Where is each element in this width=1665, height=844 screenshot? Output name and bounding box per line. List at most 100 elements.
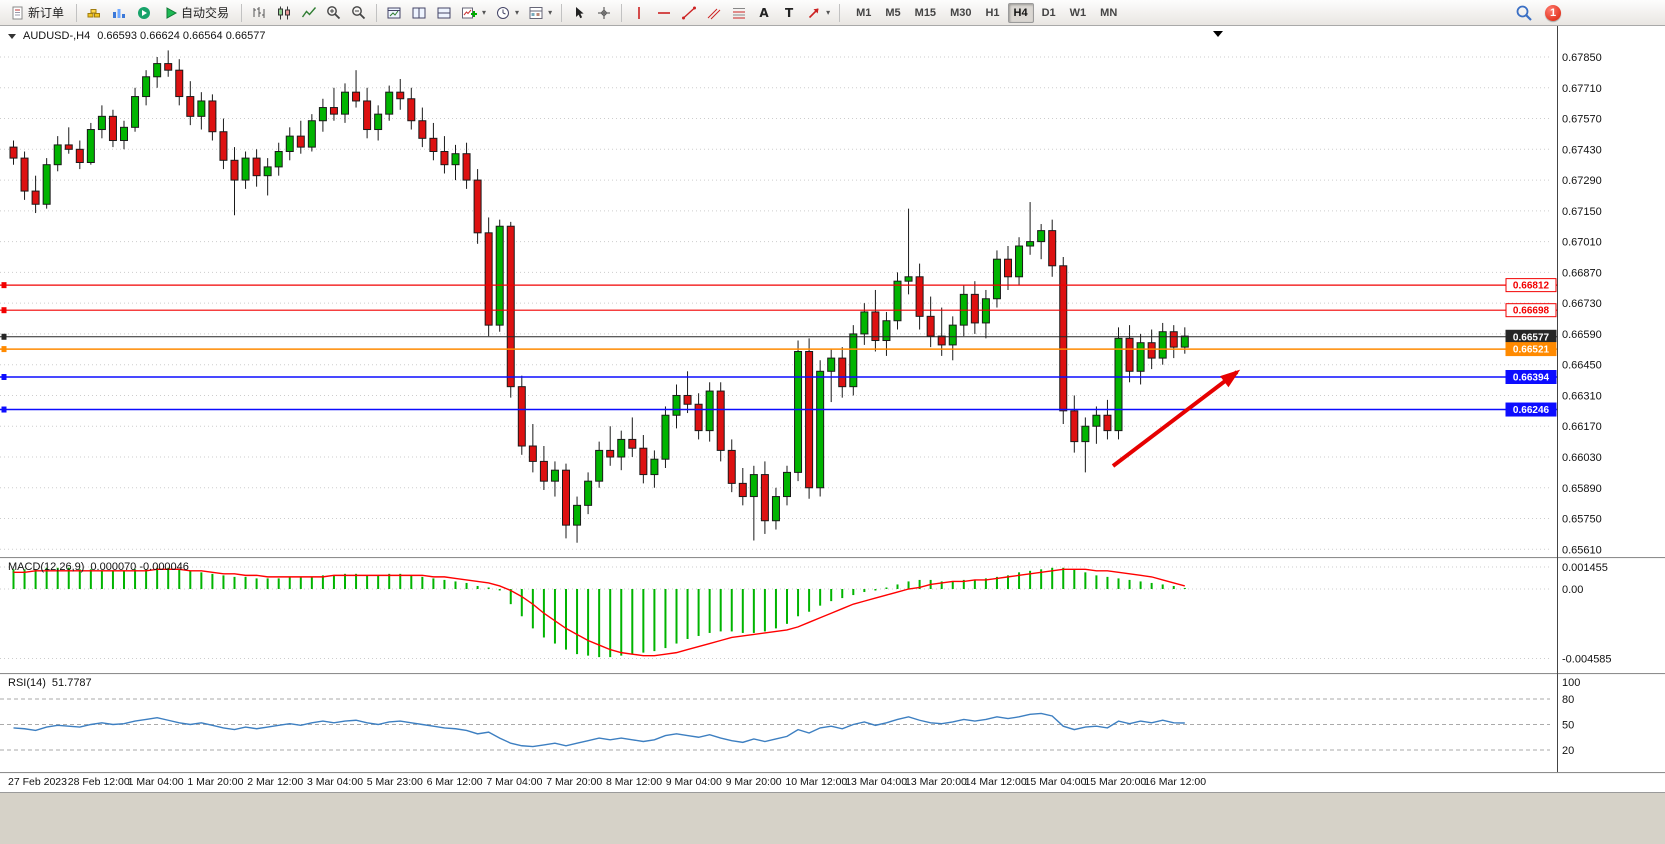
time-axis-label: 13 Mar 20:00: [905, 776, 967, 788]
trend-arrow-head: [1220, 369, 1241, 388]
timeframe-d1[interactable]: D1: [1036, 3, 1062, 23]
chart-bars-button[interactable]: [247, 2, 271, 24]
zoom-out-button[interactable]: [347, 2, 371, 24]
fibonacci-tool[interactable]: [727, 2, 751, 24]
candle: [760, 474, 769, 522]
navigator-button[interactable]: [132, 2, 156, 24]
time-axis-label: 10 Mar 12:00: [785, 776, 847, 788]
price-axis-label: 0.66030: [1562, 452, 1602, 464]
chart-shift-marker[interactable]: [1213, 31, 1223, 37]
candle: [749, 474, 758, 498]
auto-trading-button[interactable]: 自动交易: [157, 2, 236, 24]
candle: [1081, 425, 1090, 443]
notification-badge[interactable]: 1: [1545, 4, 1561, 21]
new-order-label: 新订单: [28, 6, 65, 20]
candle: [1180, 335, 1189, 348]
candle: [882, 320, 891, 342]
new-chart-button[interactable]: [382, 2, 406, 24]
timeframe-w1[interactable]: W1: [1064, 3, 1093, 23]
candle: [1103, 414, 1112, 432]
time-axis-label: 7 Mar 04:00: [486, 776, 542, 788]
trendline-tool[interactable]: [677, 2, 701, 24]
price-axis-label: 0.67010: [1562, 237, 1602, 249]
market-watch-button[interactable]: [82, 2, 106, 24]
channel-icon: [707, 8, 721, 19]
candle: [263, 166, 272, 177]
new-order-button[interactable]: 新订单: [4, 2, 71, 24]
timeframe-h1[interactable]: H1: [979, 3, 1005, 23]
timeframe-m5[interactable]: M5: [879, 3, 906, 23]
candle: [562, 469, 570, 526]
timeframe-m30[interactable]: M30: [944, 3, 977, 23]
toolbar-right: 1: [1511, 2, 1561, 24]
candle: [1114, 337, 1123, 432]
candle: [871, 311, 880, 342]
time-axis-label: 8 Mar 12:00: [606, 776, 662, 788]
chart-background: [0, 26, 1665, 844]
gold-bars-icon: [87, 8, 101, 17]
chart-title: AUDUSD-,H4 0.66593 0.66624 0.66564 0.665…: [8, 30, 265, 42]
auto-trading-icon: [166, 6, 178, 19]
candle: [926, 315, 935, 337]
periods-button[interactable]: ▾: [491, 2, 523, 24]
vertical-line-tool[interactable]: [627, 2, 651, 24]
arrow-tool-icon: [809, 7, 819, 18]
macd-name: MACD(12,26,9): [8, 561, 85, 573]
time-axis-label: 1 Mar 20:00: [187, 776, 243, 788]
label-tool[interactable]: T: [777, 2, 801, 24]
candle: [617, 438, 626, 458]
candle: [385, 91, 394, 115]
candle: [9, 146, 18, 159]
line-anchor: [1, 346, 7, 353]
zoom-in-button[interactable]: [322, 2, 346, 24]
trend-arrow[interactable]: [1111, 370, 1239, 468]
candle: [131, 96, 140, 128]
price-axis-label: 0.67150: [1562, 206, 1602, 218]
line-anchor: [1, 374, 7, 380]
chart-line-button[interactable]: [297, 2, 321, 24]
timeframe-h4[interactable]: H4: [1007, 2, 1034, 23]
candle: [904, 276, 913, 282]
price-axis-label: 0.67710: [1562, 83, 1602, 95]
timeframe-m15[interactable]: M15: [909, 3, 942, 23]
data-window-button[interactable]: [107, 2, 131, 24]
candle: [683, 394, 692, 405]
tile-vertical-icon: [437, 7, 451, 18]
channel-tool[interactable]: [702, 2, 726, 24]
candle: [329, 107, 338, 115]
time-axis-label: 1 Mar 04:00: [128, 776, 184, 788]
price-axis-label: 0.66170: [1562, 421, 1602, 433]
tile-vertical-button[interactable]: [432, 2, 456, 24]
tile-horizontal-button[interactable]: [407, 2, 431, 24]
timeframe-mn[interactable]: MN: [1094, 3, 1123, 23]
timeframe-m1[interactable]: M1: [850, 3, 877, 23]
chart-candles-button[interactable]: [272, 2, 296, 24]
chart-canvas[interactable]: 0.67850 0.67710 0.67570 0.67430 0.67290 0.671…: [0, 26, 1665, 844]
rsi-value: 51.7787: [51, 677, 92, 689]
candle: [705, 390, 714, 432]
time-axis-label: 16 Mar 12:00: [1144, 776, 1206, 788]
text-tool[interactable]: A: [752, 2, 776, 24]
price-axis-label: 0.67570: [1562, 114, 1602, 126]
candle: [639, 447, 648, 476]
chevron-down-icon: ▾: [515, 8, 520, 17]
arrows-tool[interactable]: ▾: [802, 2, 834, 24]
candle: [550, 469, 559, 482]
separator: [241, 3, 243, 22]
candle: [981, 298, 990, 324]
search-button[interactable]: [1511, 2, 1537, 24]
price-line-badge: [1505, 342, 1557, 357]
horizontal-line-tool[interactable]: [652, 2, 676, 24]
crosshair-button[interactable]: [592, 2, 616, 24]
templates-button[interactable]: ▾: [524, 2, 556, 24]
rsi-indicator-label: RSI(14) 51.7787: [8, 677, 92, 689]
candle: [937, 335, 946, 346]
chart-collapse-icon[interactable]: [8, 33, 16, 39]
cursor-button[interactable]: [567, 2, 591, 24]
candle: [672, 394, 681, 416]
price-line-badge: [1505, 278, 1557, 293]
indicators-button[interactable]: ▾: [457, 2, 490, 24]
price-axis-label: 0.67290: [1562, 175, 1602, 187]
candle: [584, 480, 593, 506]
candle: [539, 460, 548, 482]
